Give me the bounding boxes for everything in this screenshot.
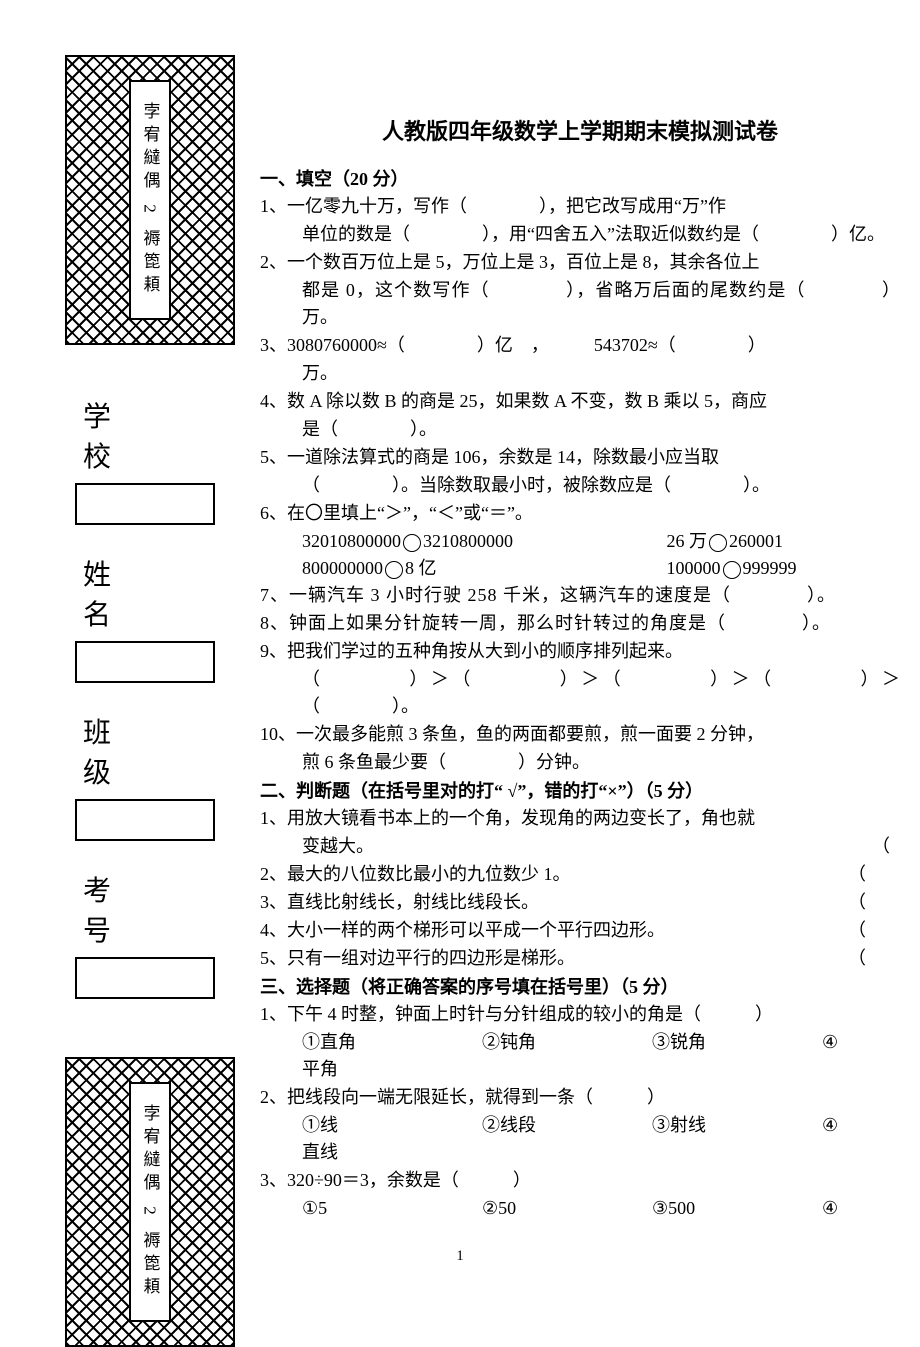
cmp-2c: 100000 [667,558,721,578]
opt-b: ②50 [482,1195,652,1222]
q1-9: 9、把我们学过的五种角按从大到小的顺序排列起来。 [260,638,900,665]
q1-10b: 煎 6 条鱼最少要（ ）分钟。 [260,749,900,776]
q1-2b: 都是 0，这个数写作（ ），省略万后面的尾数约是（ ）万。 [260,277,900,331]
sidebar-panel: 孛宥繨偶 2 褥箆頛 学 校 姓 名 班 级 考 号 孛宥繨偶 2 褥箆頛 [65,55,235,1230]
q1-8: 8、钟面上如果分针旋转一周，那么时针转过的角度是（ ）。 [260,610,900,637]
q1-1b: 单位的数是（ ），用“四舍五入”法取近似数约是（ ）亿。 [260,221,900,248]
opt-c: ③锐角 [652,1029,822,1056]
q2-1b: 变越大。 （ [260,833,900,860]
q1-1: 1、一亿零九十万，写作（ ），把它改写成用“万”作 [260,193,900,220]
q3-1-options: ①直角 ②钝角 ③锐角 ④ [260,1029,900,1056]
binding-text-bottom: 孛宥繨偶 2 褥箆頛 [129,1082,171,1322]
input-name[interactable] [75,641,215,683]
q2-1-text: 1、用放大镜看书本上的一个角，发现角的两边变长了，角也就 [260,808,755,828]
q1-4: 4、数 A 除以数 B 的商是 25，如果数 A 不变，数 B 乘以 5，商应 [260,388,900,415]
q1-3: 3、3080760000≈（ ）亿 ， 543702≈（ ） [260,332,900,359]
label-examno: 考 号 [75,869,225,949]
q3-2: 2、把线段向一端无限延长，就得到一条（ ） [260,1084,900,1111]
q1-7: 7、一辆汽车 3 小时行驶 258 千米，这辆汽车的速度是（ ）。 [260,582,900,609]
page-number: 1 [0,1248,920,1265]
section-1-header: 一、填空（20 分） [260,166,900,193]
q1-3b: 万。 [260,360,900,387]
input-examno[interactable] [75,957,215,999]
circle-icon [723,561,741,579]
cmp-1a: 32010800000 [302,531,401,551]
cmp-1c: 26 万 [667,531,708,551]
paren-1: （ [872,833,890,860]
q1-6-row1: 32010800000 3210800000 26 万 260001 [260,528,900,555]
opt-c: ③500 [652,1195,822,1222]
q1-2: 2、一个数百万位上是 5，万位上是 3，百位上是 8，其余各位上 [260,249,900,276]
diamond-pattern-top: 孛宥繨偶 2 褥箆頛 [65,55,235,345]
circle-icon [709,534,727,552]
q2-3: 3、直线比射线长，射线比线段长。 （ [260,889,900,916]
q1-6-row2: 800000000 8 亿 100000 999999 [260,555,900,582]
diamond-pattern-bottom: 孛宥繨偶 2 褥箆頛 [65,1057,235,1347]
circle-icon [403,534,421,552]
q1-10: 10、一次最多能煎 3 条鱼，鱼的两面都要煎，煎一面要 2 分钟， [260,721,900,748]
q2-2-text: 2、最大的八位数比最小的九位数少 1。 [260,864,571,884]
q2-4: 4、大小一样的两个梯形可以平成一个平行四边形。 （ [260,917,900,944]
q1-5: 5、一道除法算式的商是 106，余数是 14，除数最小应当取 [260,444,900,471]
q2-2: 2、最大的八位数比最小的九位数少 1。 （ [260,861,900,888]
label-class: 班 级 [75,711,225,791]
opt-a: ①直角 [302,1029,482,1056]
cmp-2a: 800000000 [302,558,383,578]
cmp-2d: 999999 [743,558,797,578]
input-school[interactable] [75,483,215,525]
cmp-1b: 3210800000 [423,531,513,551]
q2-4-text: 4、大小一样的两个梯形可以平成一个平行四边形。 [260,920,665,940]
binding-text-top: 孛宥繨偶 2 褥箆頛 [129,80,171,320]
q2-5-text: 5、只有一组对边平行的四边形是梯形。 [260,948,575,968]
opt-b: ②线段 [482,1112,652,1139]
opt-d: ④ [822,1029,882,1056]
q3-1: 1、下午 4 时整，钟面上时针与分针组成的较小的角是（ ） [260,1001,900,1028]
opt-b: ②钝角 [482,1029,652,1056]
q2-3-text: 3、直线比射线长，射线比线段长。 [260,892,539,912]
student-info-section: 学 校 姓 名 班 级 考 号 [65,345,235,1057]
q3-3: 3、320÷90＝3，余数是（ ） [260,1167,900,1194]
q2-1b-text: 变越大。 [302,836,374,856]
q3-1-tail: 平角 [260,1056,900,1083]
label-school: 学 校 [75,395,225,475]
q1-4b: 是（ ）。 [260,416,900,443]
q1-5b: （ ）。当除数取最小时，被除数应是（ ）。 [260,472,900,499]
q1-6: 6、在〇里填上“＞”，“＜”或“＝”。 [260,500,900,527]
opt-a: ①5 [302,1195,482,1222]
section-3-header: 三、选择题（将正确答案的序号填在括号里）（5 分） [260,974,900,1001]
opt-d: ④ [822,1195,882,1222]
opt-d: ④ [822,1112,882,1139]
q1-9b: （ ）＞（ ）＞（ ）＞（ ）＞（ ）。 [260,666,900,720]
input-class[interactable] [75,799,215,841]
section-2-header: 二、判断题（在括号里对的打“ √”，错的打“×”）（5 分） [260,778,900,805]
cmp-1d: 260001 [729,531,783,551]
cmp-2b: 8 亿 [405,558,437,578]
q3-3-options: ①5 ②50 ③500 ④ [260,1195,900,1222]
opt-a: ①线 [302,1112,482,1139]
opt-c: ③射线 [652,1112,822,1139]
q3-2-tail: 直线 [260,1139,900,1166]
exam-content: 人教版四年级数学上学期期末模拟测试卷 一、填空（20 分） 1、一亿零九十万，写… [260,115,900,1222]
q2-1: 1、用放大镜看书本上的一个角，发现角的两边变长了，角也就 [260,805,900,832]
page-title: 人教版四年级数学上学期期末模拟测试卷 [260,115,900,148]
label-name: 姓 名 [75,553,225,633]
q3-2-options: ①线 ②线段 ③射线 ④ [260,1112,900,1139]
circle-icon [385,561,403,579]
q2-5: 5、只有一组对边平行的四边形是梯形。 （ [260,945,900,972]
